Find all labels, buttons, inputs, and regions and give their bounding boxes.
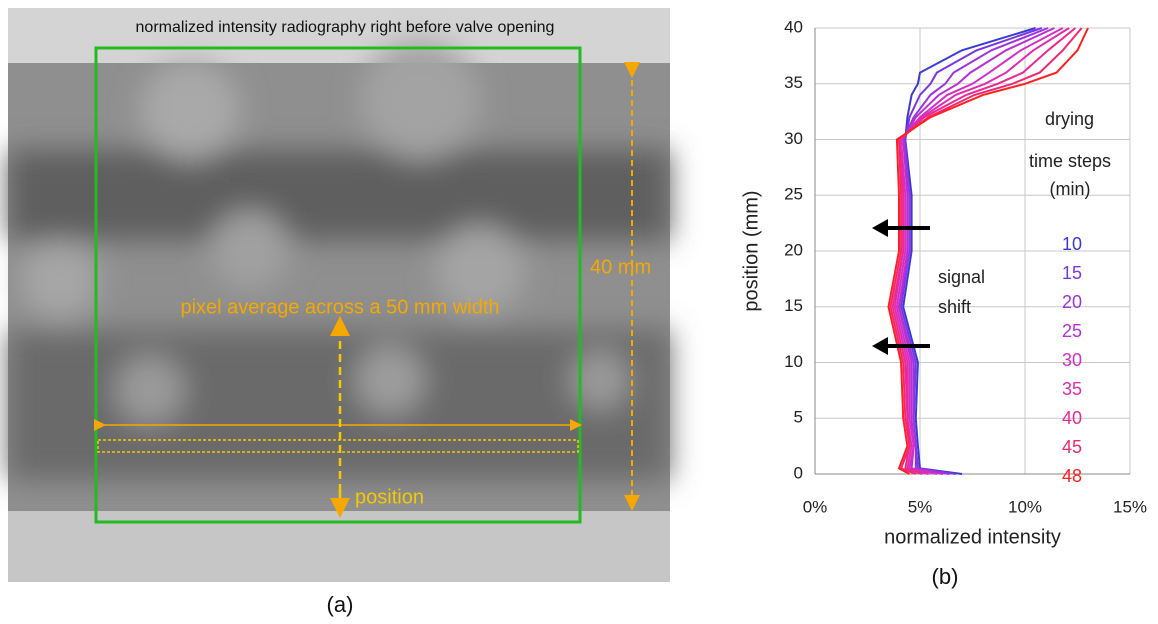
y-tick-label: 5 (794, 408, 803, 427)
image-title: normalized intensity radiography right b… (136, 19, 555, 36)
series-line (887, 27, 1089, 475)
x-tick-label: 5% (908, 497, 933, 516)
dimension-label: 40 mm (590, 256, 651, 278)
annotation: drying (1045, 109, 1094, 129)
y-tick-label: 40 (784, 17, 803, 36)
legend-entry: 30 (1062, 350, 1082, 370)
panel-label: (a) (327, 592, 354, 617)
legend-entry: 25 (1062, 321, 1082, 341)
legend-title: time steps (1029, 151, 1111, 171)
legend-entry: 40 (1062, 408, 1082, 428)
legend-entry: 35 (1062, 379, 1082, 399)
legend-entry: 15 (1062, 263, 1082, 283)
image-annotation: pixel average across a 50 mm width (180, 296, 499, 318)
annotation: shift (938, 297, 971, 317)
x-tick-label: 15% (1113, 497, 1147, 516)
annotation: signal (938, 267, 985, 287)
series-line (889, 27, 1083, 475)
chart: 0 5 10 15 20 25 30 35 40 0% 5% 10% 15% normalized int… (740, 17, 1147, 588)
radiograph (8, 8, 670, 582)
panel-label: (b) (932, 564, 959, 589)
x-tick-label: 10% (1008, 497, 1042, 516)
y-tick-label: 25 (784, 185, 803, 204)
arrow-head (872, 219, 888, 237)
x-axis-label: normalized intensity (884, 526, 1061, 548)
y-tick-label: 0 (794, 463, 803, 482)
legend-entry: 10 (1062, 234, 1082, 254)
y-tick-label: 15 (784, 296, 803, 315)
series-line (895, 27, 1064, 475)
legend-title: (min) (1050, 179, 1091, 199)
series-line (902, 27, 1036, 475)
x-tick-label: 0% (803, 497, 828, 516)
y-axis-label: position (mm) (740, 190, 762, 311)
y-tick-label: 20 (784, 240, 803, 259)
legend-entry: 45 (1062, 437, 1082, 457)
arrow-head (872, 337, 888, 355)
series-line (897, 27, 1049, 475)
y-tick-label: 10 (784, 352, 803, 371)
legend-entry: 48 (1062, 466, 1082, 486)
y-tick-label: 30 (784, 129, 803, 148)
y-tick-label: 35 (784, 73, 803, 92)
legend-entry: 20 (1062, 292, 1082, 312)
position-label: position (355, 486, 424, 508)
